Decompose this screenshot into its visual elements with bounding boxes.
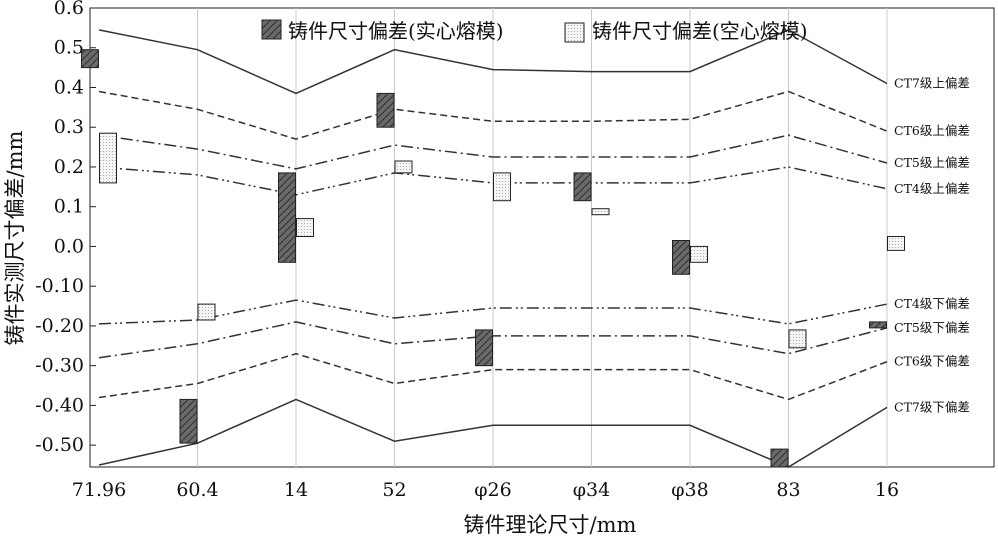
y-tick-label-1: 0.5 <box>54 37 84 59</box>
bar-series1-8 <box>887 236 905 251</box>
x-tick-label-1: 60.4 <box>176 479 218 501</box>
bar-series0-1 <box>179 398 198 444</box>
bar-series1-4 <box>493 172 511 202</box>
y-tick-label-5: 0.1 <box>54 196 84 218</box>
bar-series0-6 <box>672 240 690 275</box>
x-tick-label-4: φ26 <box>474 479 511 501</box>
y-tick-label-10: -0.40 <box>35 394 84 416</box>
bar-series1-2 <box>296 218 314 238</box>
y-tick-label-6: 0.0 <box>54 235 84 257</box>
bar-series0-0 <box>81 49 99 69</box>
x-tick-label-0: 71.96 <box>72 479 126 501</box>
x-tick-label-5: φ34 <box>573 479 610 501</box>
legend: 铸件尺寸偏差(实心熔模) 铸件尺寸偏差(空心熔模) <box>261 19 808 43</box>
tolerance-line-label-7: CT7级下偏差 <box>894 399 970 414</box>
bar-series0-2 <box>278 172 296 263</box>
y-axis-title: 铸件实测尺寸偏差/mm <box>3 130 27 345</box>
bar-series1-7 <box>788 329 807 349</box>
x-tick-label-6: φ38 <box>671 479 708 501</box>
y-tick-label-7: -0.10 <box>35 275 84 297</box>
y-tick-label-9: -0.30 <box>35 355 84 377</box>
y-tick-label-3: 0.3 <box>54 116 84 138</box>
bar-series1-6 <box>690 245 708 263</box>
bar-series1-0 <box>99 132 117 184</box>
tolerance-line-label-5: CT5级下偏差 <box>894 320 970 335</box>
tolerance-line-label-4: CT4级下偏差 <box>894 296 970 311</box>
y-tick-label-4: 0.2 <box>54 156 84 178</box>
x-tick-label-3: 52 <box>382 479 406 501</box>
bar-series0-7 <box>770 448 789 468</box>
legend-label-hollow: 铸件尺寸偏差(空心熔模) <box>592 19 808 43</box>
y-tick-label-0: 0.6 <box>54 0 84 19</box>
legend-label-solid: 铸件尺寸偏差(实心熔模) <box>288 19 504 43</box>
x-tick-label-2: 14 <box>284 479 308 501</box>
bar-series1-1 <box>197 303 216 321</box>
tolerance-line-7 <box>98 398 888 468</box>
tolerance-line-0 <box>98 29 888 95</box>
bar-series0-8 <box>869 321 887 329</box>
bar-series0-3 <box>376 92 395 128</box>
tolerance-line-label-1: CT6级上偏差 <box>894 123 970 138</box>
tolerance-line-1 <box>98 90 888 140</box>
tolerance-line-6 <box>98 352 888 401</box>
tolerance-line-label-6: CT6级下偏差 <box>894 354 970 369</box>
legend-swatch-hollow <box>564 22 585 43</box>
x-tick-label-8: 16 <box>875 479 899 501</box>
y-tick-label-8: -0.20 <box>35 315 84 337</box>
tolerance-line-2 <box>98 134 888 170</box>
bar-series1-3 <box>394 160 413 174</box>
tolerance-line-label-0: CT7级上偏差 <box>894 76 970 91</box>
bar-series0-4 <box>475 329 493 367</box>
plot-frame <box>89 7 995 468</box>
y-tick-label-2: 0.4 <box>54 77 84 99</box>
legend-swatch-solid <box>261 19 282 40</box>
tolerance-line-label-2: CT5级上偏差 <box>894 155 970 170</box>
y-tick-label-11: -0.50 <box>35 434 84 456</box>
x-axis-title: 铸件理论尺寸/mm <box>464 513 637 537</box>
bar-series0-5 <box>573 172 592 202</box>
x-tick-label-7: 83 <box>776 479 800 501</box>
bar-series1-5 <box>591 208 610 216</box>
tolerance-line-label-3: CT4级上偏差 <box>894 181 970 196</box>
